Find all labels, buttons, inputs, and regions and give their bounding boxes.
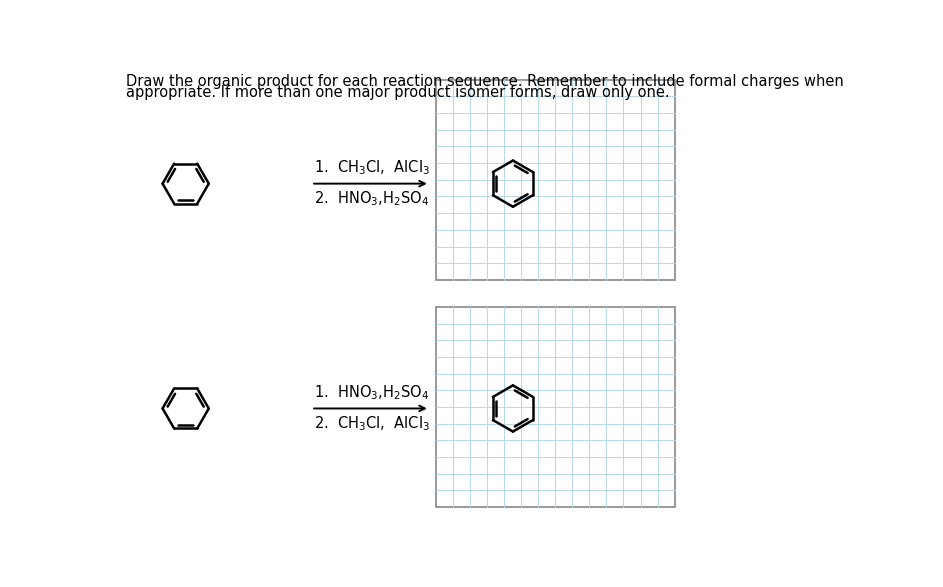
Bar	[436, 307, 674, 507]
Text: 1.  CH$_3$Cl,  AlCl$_3$: 1. CH$_3$Cl, AlCl$_3$	[314, 158, 430, 177]
Text: 2.  CH$_3$Cl,  AlCl$_3$: 2. CH$_3$Cl, AlCl$_3$	[314, 414, 430, 433]
Bar	[436, 80, 674, 280]
Text: appropriate. If more than one major product isomer forms, draw only one.: appropriate. If more than one major prod…	[126, 85, 670, 100]
Text: Draw the organic product for each reaction sequence. Remember to include formal : Draw the organic product for each reacti…	[126, 75, 844, 89]
Text: 1.  HNO$_3$,H$_2$SO$_4$: 1. HNO$_3$,H$_2$SO$_4$	[314, 384, 430, 402]
Text: 2.  HNO$_3$,H$_2$SO$_4$: 2. HNO$_3$,H$_2$SO$_4$	[314, 190, 430, 208]
